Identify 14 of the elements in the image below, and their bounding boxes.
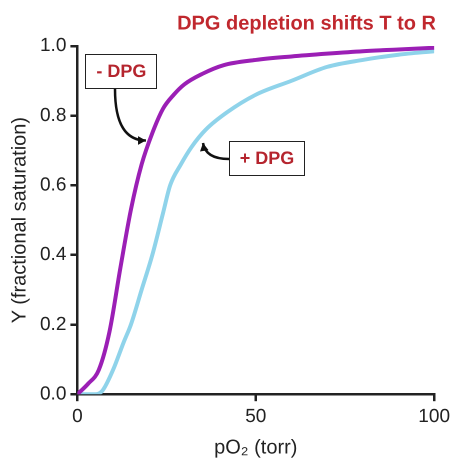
annotation: - DPG — [85, 54, 158, 90]
y-tick-label: 0.6 — [40, 174, 66, 196]
x-axis-title: pO₂ (torr) — [214, 436, 298, 459]
y-tick-label: 0.2 — [40, 314, 66, 335]
x-tick-label: 0 — [72, 406, 83, 427]
y-tick-label: 0.4 — [40, 244, 67, 266]
x-tick-label: 100 — [418, 406, 450, 427]
y-tick-label: 1.0 — [40, 35, 66, 56]
y-axis-title: Y (fractional saturation) — [8, 116, 31, 324]
y-tick-label: 0.8 — [40, 104, 66, 126]
x-tick-label: 50 — [245, 406, 266, 427]
annotation: + DPG — [228, 141, 306, 176]
y-tick-label: 0.0 — [40, 383, 66, 404]
chart-title: DPG depletion shifts T to R — [177, 12, 437, 35]
